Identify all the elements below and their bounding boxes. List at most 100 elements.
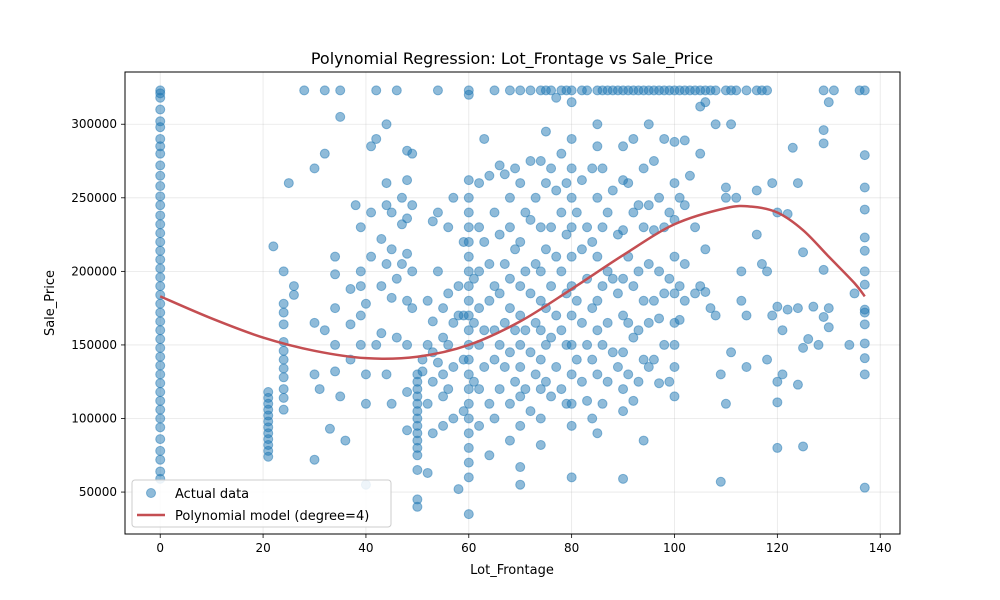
- data-point: [561, 178, 572, 189]
- data-point: [612, 362, 623, 373]
- data-point: [859, 245, 870, 256]
- data-point: [566, 133, 577, 144]
- data-point: [540, 126, 551, 137]
- data-point: [412, 501, 423, 512]
- data-point: [463, 281, 474, 292]
- data-point: [530, 259, 541, 270]
- data-point: [618, 384, 629, 395]
- data-point: [155, 219, 166, 230]
- data-point: [376, 233, 387, 244]
- data-point: [592, 428, 603, 439]
- data-point: [849, 288, 860, 299]
- data-point: [520, 384, 531, 395]
- data-point: [515, 362, 526, 373]
- data-point: [546, 222, 557, 233]
- data-point: [155, 181, 166, 192]
- data-point: [618, 141, 629, 152]
- data-point: [371, 133, 382, 144]
- data-point: [432, 266, 443, 277]
- data-point: [654, 192, 665, 203]
- data-point: [278, 392, 289, 403]
- data-point: [535, 222, 546, 233]
- data-point: [381, 119, 392, 130]
- data-point: [381, 259, 392, 270]
- data-point: [690, 288, 701, 299]
- data-point: [155, 325, 166, 336]
- data-point: [571, 295, 582, 306]
- data-point: [628, 207, 639, 218]
- data-point: [710, 310, 721, 321]
- data-point: [402, 248, 413, 259]
- data-point: [278, 345, 289, 356]
- data-point: [278, 354, 289, 365]
- data-point: [582, 339, 593, 350]
- data-point: [643, 317, 654, 328]
- data-point: [309, 369, 320, 380]
- data-point: [155, 445, 166, 456]
- data-point: [767, 178, 778, 189]
- data-point: [597, 339, 608, 350]
- plot-frame: [124, 71, 901, 535]
- data-point: [582, 222, 593, 233]
- data-point: [309, 163, 320, 174]
- data-point: [510, 325, 521, 336]
- data-point: [684, 170, 695, 181]
- legend: Actual data Polynomial model (degree=4): [131, 479, 392, 528]
- legend-label-actual-data: Actual data: [175, 487, 249, 502]
- data-point: [566, 192, 577, 203]
- data-point: [648, 156, 659, 167]
- data-point: [494, 229, 505, 240]
- data-point: [818, 125, 829, 136]
- data-point: [741, 362, 752, 373]
- data-point: [515, 479, 526, 490]
- data-point: [787, 142, 798, 153]
- data-point: [700, 244, 711, 255]
- data-point: [525, 406, 536, 417]
- data-point: [381, 200, 392, 211]
- data-point: [463, 369, 474, 380]
- data-point: [535, 413, 546, 424]
- data-point: [576, 175, 587, 186]
- data-point: [566, 251, 577, 262]
- data-point: [859, 85, 870, 96]
- data-point: [520, 207, 531, 218]
- data-point: [720, 398, 731, 409]
- data-point: [618, 310, 629, 321]
- data-point: [654, 313, 665, 324]
- x-tick-label: 100: [663, 541, 686, 555]
- data-point: [571, 207, 582, 218]
- data-point: [669, 391, 680, 402]
- data-point: [540, 339, 551, 350]
- data-point: [278, 404, 289, 415]
- data-point: [448, 317, 459, 328]
- data-point: [643, 200, 654, 211]
- data-point: [715, 476, 726, 487]
- data-point: [468, 376, 479, 387]
- data-point: [772, 376, 783, 387]
- data-point: [494, 339, 505, 350]
- data-point: [828, 85, 839, 96]
- data-point: [268, 241, 279, 252]
- data-point: [366, 207, 377, 218]
- data-point: [556, 148, 567, 159]
- data-point: [463, 354, 474, 365]
- data-point: [402, 213, 413, 224]
- data-point: [638, 295, 649, 306]
- data-point: [582, 395, 593, 406]
- data-point: [556, 266, 567, 277]
- data-point: [504, 303, 515, 314]
- data-point: [330, 251, 341, 262]
- data-point: [438, 391, 449, 402]
- data-point: [792, 178, 803, 189]
- data-point: [551, 92, 562, 103]
- data-point: [566, 339, 577, 350]
- data-point: [155, 228, 166, 239]
- data-point: [489, 85, 500, 96]
- data-point: [803, 334, 814, 345]
- data-point: [422, 339, 433, 350]
- data-point: [360, 298, 371, 309]
- y-tick-label: 50000: [79, 485, 117, 499]
- data-point: [618, 473, 629, 484]
- data-point: [587, 413, 598, 424]
- data-point: [859, 307, 870, 318]
